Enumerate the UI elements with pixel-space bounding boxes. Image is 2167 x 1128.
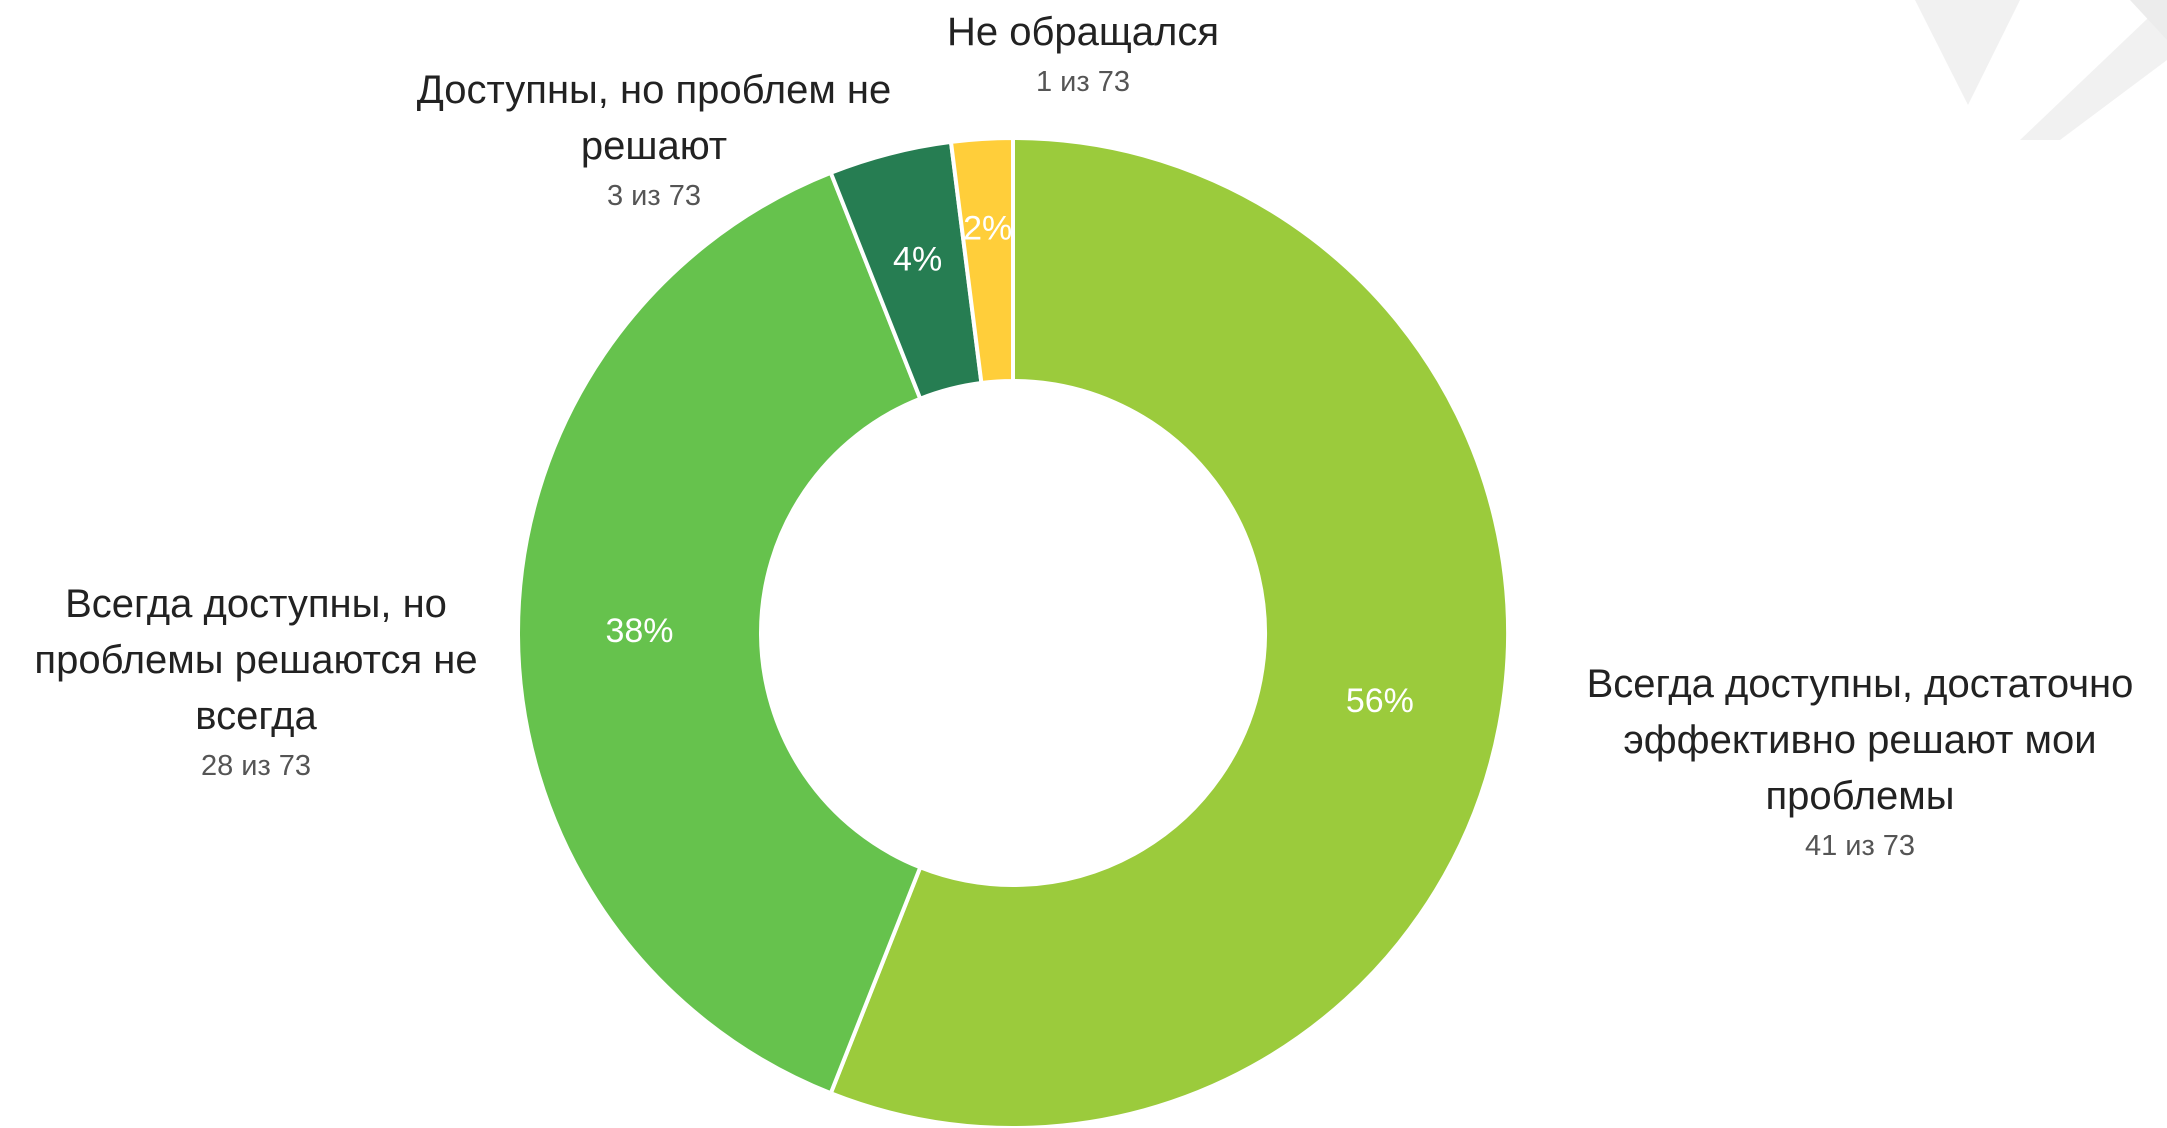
count-label: 1 из 73 — [1036, 66, 1130, 98]
value-label: 4% — [893, 241, 942, 279]
slice-label: Всегда доступны, но проблемы решаются не… — [6, 576, 506, 788]
decoration — [2020, 0, 2167, 140]
donut-slice — [948, 135, 1015, 386]
category-label: Всегда доступны, достаточно эффективно р… — [1586, 662, 2134, 818]
count-label: 41 из 73 — [1804, 830, 1916, 862]
count-label: 3 из 73 — [607, 180, 701, 212]
value-label: 2% — [963, 209, 1012, 247]
value-label: 38% — [605, 612, 673, 650]
category-label: Всегда доступны, но проблемы решаются не… — [34, 582, 478, 738]
count-label: 28 из 73 — [200, 750, 312, 782]
donut-slice — [515, 170, 923, 1096]
slice-label: Всегда доступны, достаточно эффективно р… — [1555, 656, 2165, 868]
value-label: 56% — [1346, 682, 1414, 720]
category-label: Не обращался — [946, 10, 1220, 54]
decoration — [1915, 0, 2020, 105]
category-label: Доступны, но проблем не решают — [416, 68, 892, 168]
slice-label: Доступны, но проблем не решают 3 из 73 — [354, 62, 954, 218]
slice-label: Не обращался 1 из 73 — [873, 4, 1293, 104]
decoration — [2130, 0, 2167, 40]
